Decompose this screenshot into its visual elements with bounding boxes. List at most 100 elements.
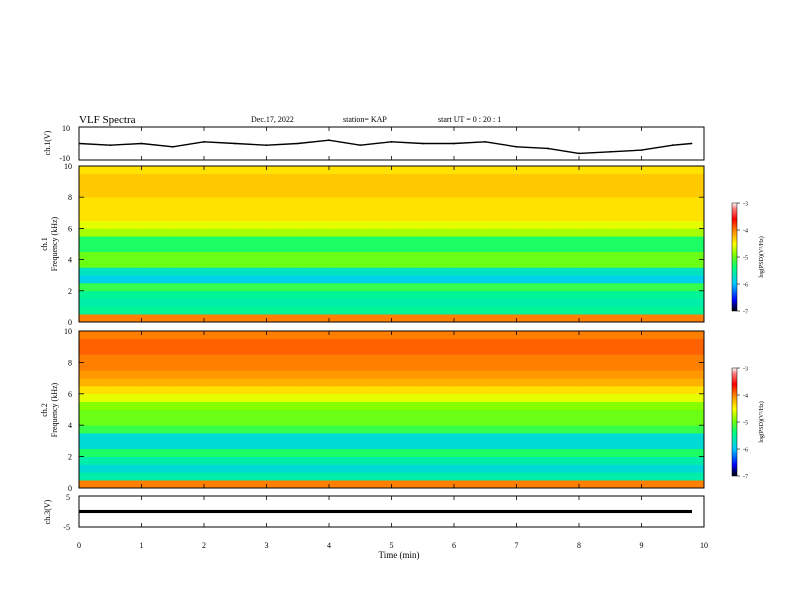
spectrogram-cell: [672, 283, 705, 292]
spectrogram-cell: [266, 275, 299, 284]
spectrogram-cell: [516, 197, 549, 206]
spectrogram-cell: [547, 409, 580, 418]
spectrogram-cell: [454, 385, 486, 395]
spectrogram-cell: [79, 267, 111, 276]
spectrogram-cell: [422, 480, 455, 489]
spectrogram-cell: [516, 370, 549, 379]
station-label: station= KAP: [343, 115, 387, 124]
spectrogram-cell: [641, 409, 674, 418]
spectrogram-cell: [297, 417, 330, 426]
spectrogram-cell: [579, 362, 611, 371]
spectrogram-cell: [391, 228, 424, 237]
spectrogram-cell: [141, 472, 174, 481]
spectrogram-cell: [672, 181, 705, 190]
spectrogram-cell: [266, 173, 299, 182]
spectrogram-cell: [141, 440, 174, 450]
ch2-spec-ylabel: Frequency (kHz): [50, 382, 59, 437]
spectrogram-cell: [172, 480, 205, 489]
spectrogram-cell: [141, 393, 174, 402]
spectrogram-cell: [79, 393, 111, 402]
spectrogram-cell: [391, 472, 424, 481]
spectrogram-cell: [266, 251, 299, 260]
spectrogram-cell: [172, 290, 205, 299]
spectrogram-cell: [454, 425, 486, 434]
spectrogram-cell: [516, 472, 549, 481]
spectrogram-cell: [297, 259, 330, 268]
spectrogram-cell: [422, 275, 455, 284]
spectrogram-cell: [329, 205, 361, 214]
spectrogram-cell: [172, 370, 205, 379]
spectrogram-cell: [454, 283, 486, 292]
spectrogram-cell: [516, 181, 549, 190]
ytick-label: 8: [68, 193, 72, 202]
spectrogram-cell: [672, 362, 705, 371]
spectrogram-cell: [266, 283, 299, 292]
spectrogram-cell: [579, 166, 611, 175]
spectrogram-cell: [672, 267, 705, 276]
spectrogram-cell: [516, 409, 549, 418]
spectrogram-cell: [547, 480, 580, 489]
spectrogram-cell: [79, 306, 111, 315]
spectrogram-cell: [641, 393, 674, 402]
spectrogram-cell: [485, 298, 517, 307]
spectrogram-cell: [485, 212, 517, 221]
spectrogram-cell: [516, 236, 549, 245]
spectrogram-cell: [641, 425, 674, 434]
spectrogram-cell: [610, 393, 642, 402]
ytick-label: 8: [68, 358, 72, 367]
ch3-wave-ylabel: ch.3(V): [43, 499, 52, 524]
spectrogram-cell: [266, 448, 299, 457]
spectrogram-cell: [547, 362, 580, 371]
spectrogram-cell: [547, 275, 580, 284]
spectrogram-cell: [391, 259, 424, 268]
spectrogram-cell: [422, 425, 455, 434]
spectrogram-cell: [391, 480, 424, 489]
spectrogram-cell: [204, 220, 236, 229]
spectrogram-cell: [329, 228, 361, 237]
spectrogram-cell: [235, 401, 267, 410]
spectrogram-cell: [579, 181, 611, 190]
spectrogram-cell: [391, 448, 424, 457]
spectrogram-cell: [110, 205, 142, 214]
spectrogram-cell: [204, 236, 236, 245]
spectrogram-cell: [172, 212, 205, 221]
spectrogram-cell: [485, 472, 517, 481]
spectrogram-cell: [547, 220, 580, 229]
spectrogram-cell: [485, 236, 517, 245]
spectrogram-cell: [391, 385, 424, 395]
spectrogram-cell: [235, 166, 267, 175]
spectrogram-cell: [516, 166, 549, 175]
spectrogram-cell: [610, 354, 642, 363]
ch1-waveform-line: [79, 139, 692, 155]
spectrogram-cell: [141, 362, 174, 371]
spectrogram-cell: [579, 212, 611, 221]
colorbar-tick-label: -7: [743, 475, 748, 481]
spectrogram-cell: [610, 244, 642, 253]
spectrogram-cell: [172, 244, 205, 253]
spectrogram-cell: [641, 362, 674, 371]
spectrogram-cell: [610, 212, 642, 221]
xtick-label: 4: [327, 541, 331, 550]
spectrogram-cell: [110, 212, 142, 221]
spectrogram-cell: [297, 456, 330, 465]
spectrogram-cell: [391, 456, 424, 465]
spectrogram-cell: [516, 220, 549, 229]
spectrogram-cell: [672, 166, 705, 175]
spectrogram-cell: [235, 472, 267, 481]
spectrogram-cell: [516, 251, 549, 260]
spectrogram-cell: [172, 205, 205, 214]
spectrogram-cell: [172, 259, 205, 268]
spectrogram-cell: [360, 275, 392, 284]
ytick-label: 2: [68, 287, 72, 296]
spectrogram-cell: [391, 393, 424, 402]
spectrogram-cell: [266, 189, 299, 198]
spectrogram-cell: [422, 448, 455, 457]
ch3-waveform-panel: 5 -5 ch.3(V): [43, 493, 705, 532]
spectrogram-cell: [579, 440, 611, 450]
spectrogram-cell: [454, 298, 486, 307]
spectrogram-cell: [422, 267, 455, 276]
spectrogram-cell: [235, 338, 267, 348]
spectrogram-cell: [516, 331, 549, 340]
spectrogram-cell: [641, 290, 674, 299]
spectrogram-cell: [204, 306, 236, 315]
